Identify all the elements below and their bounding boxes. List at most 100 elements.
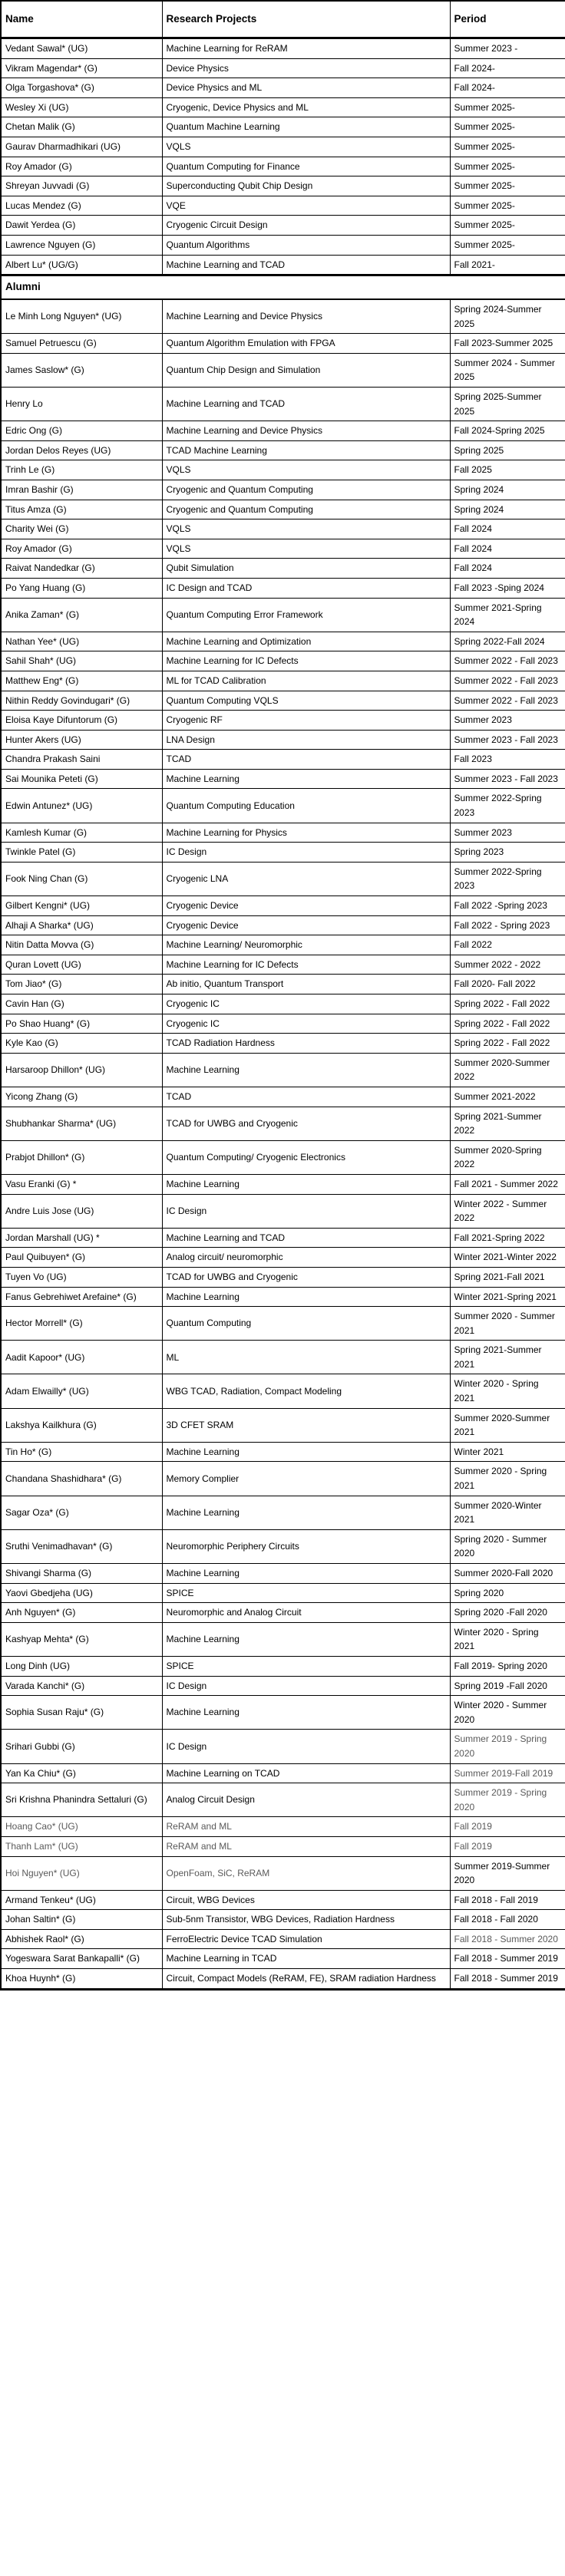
name-cell: Adam Elwailly* (UG) bbox=[0, 1374, 163, 1409]
table-row: Po Shao Huang* (G) Cryogenic IC Spring 202… bbox=[0, 1013, 565, 1034]
table-row: Matthew Eng* (G) ML for TCAD Calibration S… bbox=[0, 670, 565, 691]
name-cell: Anika Zaman* (G) bbox=[0, 597, 163, 632]
table-row: Alhaji A Sharka* (UG) Cryogenic Device Fal… bbox=[0, 915, 565, 936]
name-cell: Vikram Magendar* (G) bbox=[0, 58, 163, 79]
period-cell: Summer 2020 - Summer 2021 bbox=[449, 1306, 565, 1341]
period-cell: Spring 2025-Summer 2025 bbox=[449, 387, 565, 422]
table-row: Abhishek Raol* (G) FerroElectric Device T… bbox=[0, 1928, 565, 1950]
table-row: Yan Ka Chiu* (G) Machine Learning on TCAD… bbox=[0, 1763, 565, 1784]
name-cell: Sophia Susan Raju* (G) bbox=[0, 1695, 163, 1730]
table-row: Tom Jiao* (G) Ab initio, Quantum Transpor… bbox=[0, 974, 565, 995]
table-row: Lakshya Kailkhura (G) 3D CFET SRAM Summer … bbox=[0, 1407, 565, 1443]
project-cell: Analog Circuit Design bbox=[161, 1783, 451, 1818]
table-row: Shreyan Juvvadi (G) Superconducting Qubit… bbox=[0, 176, 565, 196]
name-cell: Hoang Cao* (UG) bbox=[0, 1816, 163, 1837]
project-cell: Sub-5nm Transistor, WBG Devices, Radiati… bbox=[161, 1909, 451, 1930]
table-row: Hunter Akers (UG) LNA Design Summer 2023 -… bbox=[0, 729, 565, 750]
name-cell: Le Minh Long Nguyen* (UG) bbox=[0, 298, 163, 335]
project-cell: TCAD for UWBG and Cryogenic bbox=[161, 1266, 451, 1288]
name-cell: Lakshya Kailkhura (G) bbox=[0, 1407, 163, 1443]
table-row: Paul Quibuyen* (G) Analog circuit/ neurom… bbox=[0, 1247, 565, 1268]
project-cell: Cryogenic IC bbox=[161, 1013, 451, 1034]
name-cell: Po Shao Huang* (G) bbox=[0, 1013, 163, 1034]
project-cell: Quantum Machine Learning bbox=[161, 117, 451, 137]
period-cell: Spring 2022-Fall 2024 bbox=[449, 631, 565, 652]
table-row: James Saslow* (G) Quantum Chip Design and… bbox=[0, 352, 565, 388]
table-row: Aadit Kapoor* (UG) ML Spring 2021-Summer 2… bbox=[0, 1340, 565, 1375]
table-row: Fook Ning Chan (G) Cryogenic LNA Summer 20… bbox=[0, 861, 565, 897]
period-cell: Winter 2022 - Summer 2022 bbox=[449, 1193, 565, 1229]
period-cell: Fall 2025 bbox=[449, 460, 565, 480]
period-cell: Summer 2025- bbox=[449, 97, 565, 118]
name-cell: Gilbert Kengni* (UG) bbox=[0, 895, 163, 916]
period-cell: Spring 2019 -Fall 2020 bbox=[449, 1675, 565, 1697]
name-cell: Yicong Zhang (G) bbox=[0, 1086, 163, 1107]
name-cell: Raivat Nandedkar (G) bbox=[0, 558, 163, 579]
name-cell: Shivangi Sharma (G) bbox=[0, 1563, 163, 1584]
name-cell: Thanh Lam* (UG) bbox=[0, 1836, 163, 1857]
period-cell: Summer 2019 - Spring 2020 bbox=[449, 1783, 565, 1818]
table-row: Sri Krishna Phanindra Settaluri (G) Analo… bbox=[0, 1783, 565, 1818]
table-row: Edwin Antunez* (UG) Quantum Computing Edu… bbox=[0, 788, 565, 823]
alumni-section-label: Alumni bbox=[0, 274, 565, 301]
project-cell: Neuromorphic Periphery Circuits bbox=[161, 1529, 451, 1565]
project-cell: Cryogenic LNA bbox=[161, 861, 451, 897]
project-cell: Machine Learning bbox=[161, 1052, 451, 1087]
name-cell: Chandana Shashidhara* (G) bbox=[0, 1461, 163, 1496]
name-cell: Andre Luis Jose (UG) bbox=[0, 1193, 163, 1229]
project-cell: VQE bbox=[161, 195, 451, 216]
period-cell: Winter 2021 bbox=[449, 1441, 565, 1463]
project-cell: SPICE bbox=[161, 1655, 451, 1677]
period-cell: Spring 2020 -Fall 2020 bbox=[449, 1602, 565, 1623]
table-row: Gilbert Kengni* (UG) Cryogenic Device Fall… bbox=[0, 895, 565, 916]
period-cell: Fall 2022 -Spring 2023 bbox=[449, 895, 565, 916]
table-row: Vedant Sawal* (UG) Machine Learning for R… bbox=[0, 38, 565, 59]
project-cell: TCAD for UWBG and Cryogenic bbox=[161, 1106, 451, 1141]
name-cell: Jordan Marshall (UG) * bbox=[0, 1227, 163, 1248]
header-row: Name Research Projects Period bbox=[0, 0, 565, 39]
project-cell: Circuit, WBG Devices bbox=[161, 1889, 451, 1911]
table-row: Vikram Magendar* (G) Device Physics Fall 2… bbox=[0, 58, 565, 79]
name-cell: Vedant Sawal* (UG) bbox=[0, 38, 163, 59]
table-row: Cavin Han (G) Cryogenic IC Spring 2022 - F… bbox=[0, 994, 565, 1014]
project-cell: Quantum Computing bbox=[161, 1306, 451, 1341]
table-row: Sagar Oza* (G) Machine Learning Summer 202… bbox=[0, 1495, 565, 1530]
table-row: Sophia Susan Raju* (G) Machine Learning Wi… bbox=[0, 1695, 565, 1730]
name-cell: Paul Quibuyen* (G) bbox=[0, 1247, 163, 1268]
period-cell: Summer 2020-Spring 2022 bbox=[449, 1140, 565, 1175]
table-row: Wesley Xi (UG) Cryogenic, Device Physics … bbox=[0, 97, 565, 118]
period-cell: Summer 2019-Summer 2020 bbox=[449, 1855, 565, 1891]
table-row: Nithin Reddy Govindugari* (G) Quantum Com… bbox=[0, 690, 565, 711]
name-cell: Nithin Reddy Govindugari* (G) bbox=[0, 690, 163, 711]
period-cell: Fall 2021-Spring 2022 bbox=[449, 1227, 565, 1248]
table-row: Armand Tenkeu* (UG) Circuit, WBG Devices F… bbox=[0, 1889, 565, 1911]
period-cell: Summer 2022 - Fall 2023 bbox=[449, 670, 565, 691]
period-cell: Winter 2020 - Summer 2020 bbox=[449, 1695, 565, 1730]
period-cell: Winter 2020 - Spring 2021 bbox=[449, 1621, 565, 1657]
name-cell: Yogeswara Sarat Bankapalli* (G) bbox=[0, 1948, 163, 1970]
project-cell: Machine Learning bbox=[161, 1441, 451, 1463]
project-cell: VQLS bbox=[161, 538, 451, 559]
table-row: Shubhankar Sharma* (UG) TCAD for UWBG and… bbox=[0, 1106, 565, 1141]
period-cell: Spring 2020 bbox=[449, 1582, 565, 1604]
project-cell: Cryogenic, Device Physics and ML bbox=[161, 97, 451, 118]
name-cell: Hector Morrell* (G) bbox=[0, 1306, 163, 1341]
period-cell: Fall 2018 - Summer 2019 bbox=[449, 1968, 565, 1990]
period-cell: Summer 2020-Winter 2021 bbox=[449, 1495, 565, 1530]
research-roster-table: Name Research Projects Period Vedant Saw… bbox=[0, 0, 565, 1991]
period-cell: Summer 2025- bbox=[449, 234, 565, 256]
name-cell: Charity Wei (G) bbox=[0, 519, 163, 539]
name-cell: Quran Lovett (UG) bbox=[0, 954, 163, 975]
period-cell: Summer 2023 - Fall 2023 bbox=[449, 729, 565, 750]
period-cell: Winter 2021-Spring 2021 bbox=[449, 1286, 565, 1308]
name-cell: Shreyan Juvvadi (G) bbox=[0, 176, 163, 196]
project-cell: Machine Learning for Physics bbox=[161, 822, 451, 843]
project-cell: Machine Learning bbox=[161, 1286, 451, 1308]
project-cell: LNA Design bbox=[161, 729, 451, 750]
project-cell: Machine Learning bbox=[161, 1495, 451, 1530]
table-row: Long Dinh (UG) SPICE Fall 2019- Spring 202… bbox=[0, 1655, 565, 1677]
table-row: Imran Bashir (G) Cryogenic and Quantum Co… bbox=[0, 479, 565, 500]
period-cell: Fall 2024- bbox=[449, 78, 565, 98]
table-row: Dawit Yerdea (G) Cryogenic Circuit Design… bbox=[0, 215, 565, 236]
project-cell: Cryogenic Circuit Design bbox=[161, 215, 451, 236]
